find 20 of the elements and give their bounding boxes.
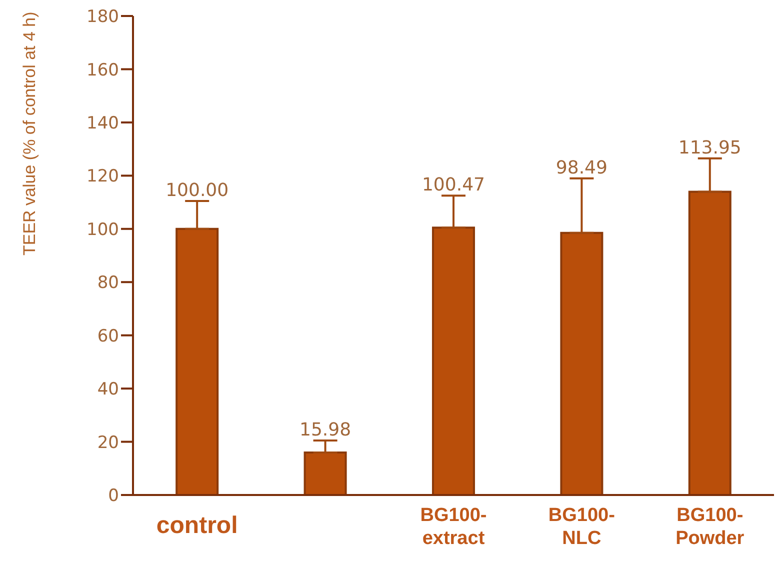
y-tick-label: 0 — [108, 486, 119, 506]
x-tick-label: BG100-extract — [420, 505, 487, 549]
data-label: 98.49 — [556, 157, 608, 178]
y-tick-label: 120 — [86, 166, 119, 187]
y-tick-label: 80 — [97, 273, 119, 294]
y-tick-label: 60 — [97, 326, 119, 346]
data-label: 15.98 — [300, 419, 352, 440]
y-tick-label: 180 — [86, 7, 119, 28]
y-axis-title: TEER value (% of control at 4 h) — [20, 12, 40, 256]
y-tick-label: 20 — [97, 432, 119, 453]
x-tick-label: BG100-NLC — [548, 505, 615, 549]
y-tick-label: 140 — [86, 113, 119, 134]
y-tick-label: 160 — [86, 60, 119, 80]
x-tick-label: BG100-Powder — [676, 505, 745, 549]
data-label: 100.00 — [166, 180, 229, 201]
y-tick-label: 100 — [86, 220, 119, 240]
x-tick-label: control — [156, 512, 238, 539]
data-label: 100.47 — [422, 174, 485, 196]
y-tick-label: 40 — [97, 380, 119, 400]
data-label: 113.95 — [678, 137, 742, 158]
